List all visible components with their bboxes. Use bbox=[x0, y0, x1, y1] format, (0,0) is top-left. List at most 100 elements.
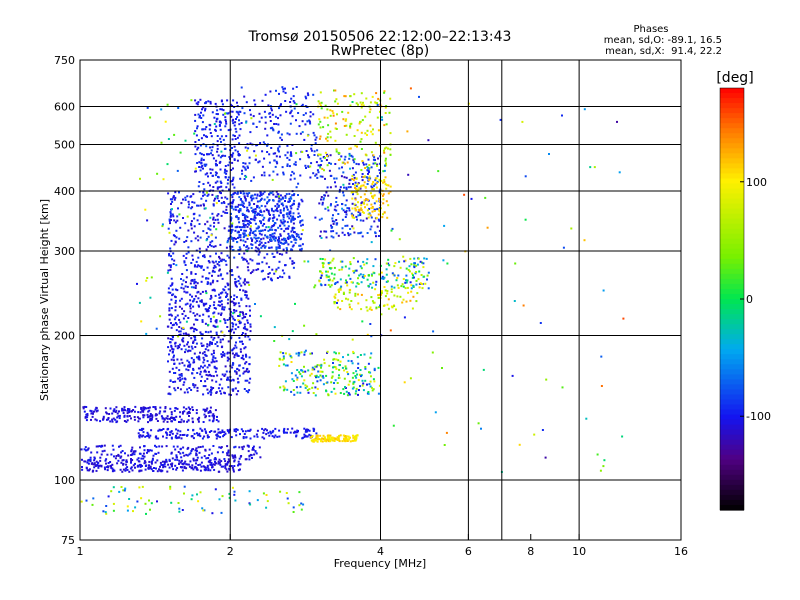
data-point-14-163 bbox=[295, 386, 298, 389]
data-point-8-97 bbox=[302, 114, 305, 116]
data-point-8-111 bbox=[277, 149, 280, 152]
data-point-14-152 bbox=[290, 356, 293, 359]
data-point-16-42 bbox=[105, 512, 108, 515]
data-point-0-172 bbox=[162, 466, 165, 469]
data-point-5-461 bbox=[276, 207, 278, 210]
data-point-8-18 bbox=[264, 121, 267, 124]
data-point-6-33 bbox=[233, 135, 236, 137]
data-point-16-72 bbox=[300, 508, 303, 511]
data-point-4-514 bbox=[187, 369, 190, 372]
data-point-14-26 bbox=[347, 392, 350, 395]
data-point-18-118 bbox=[361, 320, 364, 323]
data-point-12-9 bbox=[404, 287, 407, 290]
data-point-8-78 bbox=[289, 178, 292, 181]
data-point-8-0 bbox=[245, 101, 248, 104]
data-point-12-27 bbox=[415, 283, 418, 286]
data-point-0-20 bbox=[148, 460, 151, 463]
data-point-1-125 bbox=[227, 458, 230, 461]
data-point-18-76 bbox=[273, 326, 276, 329]
data-point-6-132 bbox=[213, 116, 216, 119]
data-point-4-414 bbox=[192, 286, 195, 289]
data-point-9-120 bbox=[334, 185, 337, 188]
data-point-6-202 bbox=[210, 149, 213, 152]
data-point-4-306 bbox=[210, 374, 213, 377]
data-point-1-175 bbox=[96, 451, 99, 454]
data-point-8-65 bbox=[268, 161, 271, 164]
data-point-7-254 bbox=[235, 216, 238, 219]
data-point-4-192 bbox=[179, 376, 181, 379]
data-point-7-315 bbox=[284, 241, 287, 244]
data-point-1-135 bbox=[198, 451, 201, 454]
data-point-3-195 bbox=[165, 436, 168, 439]
data-point-6-56 bbox=[202, 158, 205, 161]
data-point-14-90 bbox=[362, 382, 365, 385]
data-point-0-51 bbox=[197, 464, 200, 466]
data-point-7-33 bbox=[289, 212, 292, 215]
data-point-17-37 bbox=[518, 443, 521, 446]
data-point-4-243 bbox=[247, 281, 250, 284]
data-point-5-475 bbox=[239, 239, 242, 242]
data-point-3-170 bbox=[203, 428, 206, 431]
data-point-18-125 bbox=[278, 195, 280, 198]
data-point-6-210 bbox=[226, 112, 229, 115]
data-point-4-614 bbox=[189, 282, 192, 285]
data-point-4-555 bbox=[238, 369, 241, 372]
data-point-7-257 bbox=[278, 239, 281, 242]
data-point-7-109 bbox=[283, 207, 285, 210]
data-point-7-265 bbox=[259, 214, 261, 216]
data-point-4-335 bbox=[238, 336, 241, 339]
data-point-17-59 bbox=[570, 227, 573, 230]
data-point-10-118 bbox=[331, 110, 334, 113]
data-point-5-235 bbox=[172, 252, 175, 255]
data-point-8-121 bbox=[309, 111, 312, 114]
data-point-8-109 bbox=[276, 162, 279, 165]
data-point-6-37 bbox=[227, 164, 230, 167]
data-point-3-150 bbox=[242, 437, 245, 440]
data-point-5-60 bbox=[281, 238, 284, 241]
data-point-7-228 bbox=[288, 197, 291, 200]
data-point-14-71 bbox=[319, 370, 322, 373]
data-point-18-7 bbox=[295, 103, 298, 106]
data-point-8-104 bbox=[243, 112, 246, 115]
data-point-7-258 bbox=[243, 216, 246, 219]
data-point-14-172 bbox=[363, 353, 366, 356]
data-point-7-293 bbox=[242, 239, 245, 242]
data-point-4-453 bbox=[168, 309, 171, 312]
data-point-4-210 bbox=[173, 372, 175, 374]
data-point-5-396 bbox=[220, 273, 223, 276]
data-point-12-140 bbox=[396, 284, 399, 287]
data-point-4-273 bbox=[196, 291, 199, 294]
data-point-8-32 bbox=[293, 177, 296, 180]
data-point-11-88 bbox=[350, 191, 353, 194]
data-point-8-170 bbox=[245, 120, 248, 123]
data-point-1-133 bbox=[245, 458, 248, 461]
data-point-4-636 bbox=[226, 359, 229, 362]
data-point-4-580 bbox=[179, 388, 182, 391]
data-point-16-51 bbox=[102, 510, 105, 513]
data-point-3-43 bbox=[221, 429, 224, 432]
data-point-12-18 bbox=[318, 280, 321, 283]
data-point-0-46 bbox=[224, 463, 227, 466]
data-point-16-45 bbox=[91, 503, 94, 506]
data-point-10-83 bbox=[360, 103, 363, 106]
data-point-11-91 bbox=[366, 203, 369, 206]
data-point-6-240 bbox=[219, 137, 222, 140]
data-point-5-256 bbox=[243, 195, 246, 198]
data-point-5-98 bbox=[172, 215, 175, 218]
data-point-2-195 bbox=[205, 415, 207, 418]
data-point-9-192 bbox=[334, 163, 337, 165]
data-point-3-99 bbox=[217, 428, 220, 431]
data-point-11-1 bbox=[371, 210, 374, 213]
data-point-4-250 bbox=[176, 347, 179, 350]
data-point-7-320 bbox=[251, 210, 254, 212]
data-point-5-102 bbox=[182, 254, 185, 257]
data-point-4-291 bbox=[205, 302, 208, 305]
data-point-2-237 bbox=[112, 409, 115, 412]
data-point-4-203 bbox=[235, 352, 238, 355]
data-point-8-96 bbox=[275, 89, 277, 92]
data-point-10-122 bbox=[383, 149, 385, 152]
data-point-5-105 bbox=[205, 199, 208, 202]
data-point-11-114 bbox=[372, 195, 375, 198]
data-point-3-179 bbox=[147, 433, 150, 436]
data-point-18-146 bbox=[205, 191, 208, 194]
